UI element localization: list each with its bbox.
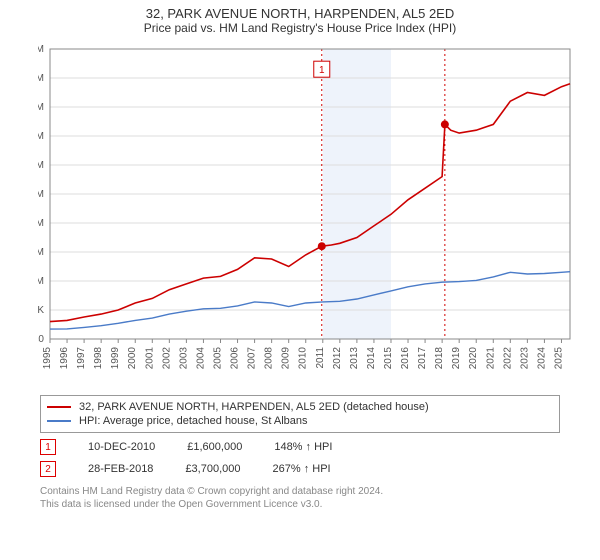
svg-text:1997: 1997 (76, 347, 87, 369)
price-chart: £0 £500K £1M £1.5M £2M £2.5M £3M £3.5M £4M £4.5M £… (38, 39, 578, 369)
sale-row-1: 1 10-DEC-2010 £1,600,000 148% ↑ HPI (40, 439, 600, 455)
svg-text:1999: 1999 (110, 347, 121, 369)
svg-text:2007: 2007 (247, 347, 258, 369)
svg-text:2009: 2009 (281, 347, 292, 369)
svg-text:2023: 2023 (519, 347, 530, 369)
sale-marker-icon: 2 (40, 461, 56, 477)
legend-row-hpi: HPI: Average price, detached house, St A… (47, 414, 553, 428)
svg-text:2025: 2025 (553, 347, 564, 369)
svg-text:£3M: £3M (38, 160, 44, 171)
sale-hpi: 267% ↑ HPI (273, 463, 331, 475)
legend-row-property: 32, PARK AVENUE NORTH, HARPENDEN, AL5 2E… (47, 400, 553, 414)
svg-text:2024: 2024 (536, 347, 547, 369)
legend-swatch-hpi (47, 420, 71, 422)
svg-text:£2M: £2M (38, 218, 44, 229)
svg-text:1: 1 (319, 65, 325, 76)
svg-text:1996: 1996 (59, 347, 70, 369)
svg-text:2001: 2001 (144, 347, 155, 369)
sale-row-2: 2 28-FEB-2018 £3,700,000 267% ↑ HPI (40, 461, 600, 477)
legend-swatch-property (47, 406, 71, 408)
svg-text:2019: 2019 (451, 347, 462, 369)
svg-text:£1.5M: £1.5M (38, 247, 44, 258)
svg-text:2012: 2012 (332, 347, 343, 369)
page: 32, PARK AVENUE NORTH, HARPENDEN, AL5 2E… (0, 0, 600, 560)
page-title: 32, PARK AVENUE NORTH, HARPENDEN, AL5 2E… (0, 0, 600, 21)
svg-text:2002: 2002 (161, 347, 172, 369)
sale-marker-icon: 1 (40, 439, 56, 455)
sale-date: 28-FEB-2018 (88, 463, 153, 475)
sale-hpi: 148% ↑ HPI (274, 441, 332, 453)
footer: Contains HM Land Registry data © Crown c… (40, 485, 600, 511)
svg-text:1998: 1998 (93, 347, 104, 369)
legend-label-property: 32, PARK AVENUE NORTH, HARPENDEN, AL5 2E… (79, 401, 429, 413)
svg-text:£1M: £1M (38, 276, 44, 287)
svg-text:2021: 2021 (485, 347, 496, 369)
svg-text:2004: 2004 (195, 347, 206, 369)
svg-text:2014: 2014 (366, 347, 377, 369)
svg-text:2020: 2020 (468, 347, 479, 369)
svg-text:£4.5M: £4.5M (38, 73, 44, 84)
sale-price: £1,600,000 (187, 441, 242, 453)
svg-text:2013: 2013 (349, 347, 360, 369)
svg-text:£2.5M: £2.5M (38, 189, 44, 200)
svg-text:£0: £0 (38, 334, 44, 345)
legend-label-hpi: HPI: Average price, detached house, St A… (79, 415, 308, 427)
page-subtitle: Price paid vs. HM Land Registry's House … (0, 21, 600, 39)
svg-text:2010: 2010 (298, 347, 309, 369)
svg-text:2003: 2003 (178, 347, 189, 369)
footer-line-2: This data is licensed under the Open Gov… (40, 498, 600, 511)
svg-text:2006: 2006 (230, 347, 241, 369)
svg-text:2017: 2017 (417, 347, 428, 369)
svg-text:2011: 2011 (315, 347, 326, 369)
legend: 32, PARK AVENUE NORTH, HARPENDEN, AL5 2E… (40, 395, 560, 433)
svg-text:2005: 2005 (212, 347, 223, 369)
svg-text:2018: 2018 (434, 347, 445, 369)
svg-text:£3.5M: £3.5M (38, 131, 44, 142)
svg-text:2008: 2008 (264, 347, 275, 369)
svg-text:1995: 1995 (42, 347, 53, 369)
sale-price: £3,700,000 (185, 463, 240, 475)
svg-text:2015: 2015 (383, 347, 394, 369)
svg-text:2022: 2022 (502, 347, 513, 369)
chart-area: £0 £500K £1M £1.5M £2M £2.5M £3M £3.5M £4M £4.5M £… (38, 39, 598, 389)
svg-text:2016: 2016 (400, 347, 411, 369)
svg-text:2000: 2000 (127, 347, 138, 369)
footer-line-1: Contains HM Land Registry data © Crown c… (40, 485, 600, 498)
svg-text:£500K: £500K (38, 305, 44, 316)
svg-text:£5M: £5M (38, 44, 44, 55)
sale-date: 10-DEC-2010 (88, 441, 155, 453)
svg-text:£4M: £4M (38, 102, 44, 113)
